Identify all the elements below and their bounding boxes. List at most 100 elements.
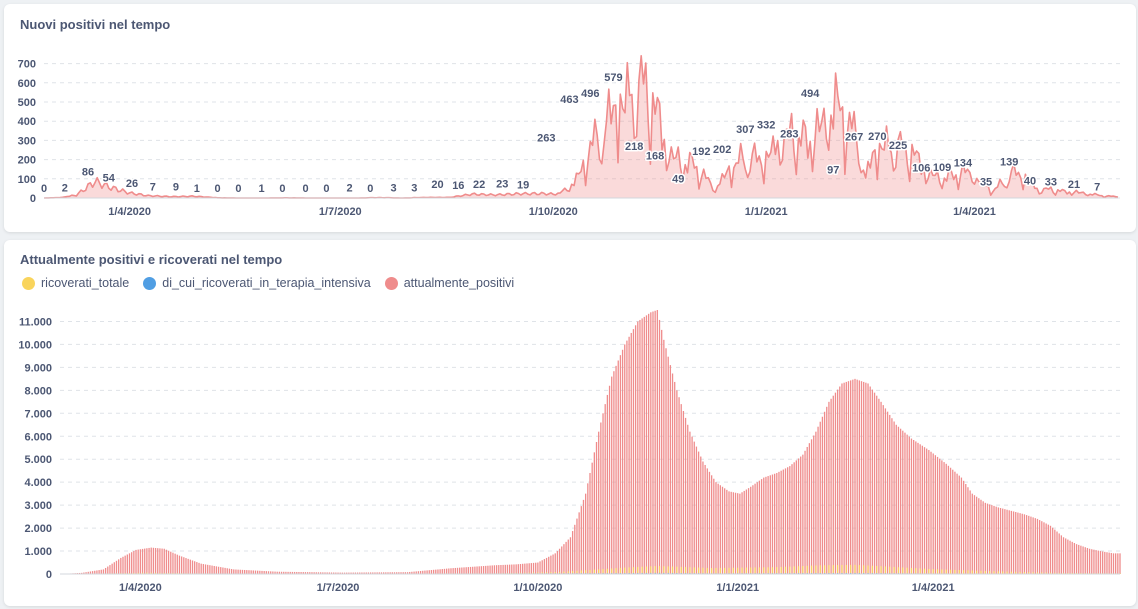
legend-item-terapia-intensiva[interactable]: di_cui_ricoverati_in_terapia_intensiva	[143, 276, 371, 290]
bar-attualmente-positivi	[528, 563, 530, 574]
chart-legend: ricoverati_totale di_cui_ricoverati_in_t…	[22, 276, 514, 290]
bar-ricoverati-totale	[832, 565, 834, 574]
bar-attualmente-positivi	[526, 563, 528, 574]
bar-attualmente-positivi	[661, 329, 663, 574]
bar-attualmente-positivi	[917, 442, 919, 574]
bar-attualmente-positivi	[513, 564, 515, 574]
bar-attualmente-positivi	[958, 475, 960, 574]
bar-ricoverati-totale	[580, 570, 582, 574]
bar-attualmente-positivi	[856, 379, 858, 574]
bar-attualmente-positivi	[613, 371, 615, 574]
bar-attualmente-positivi	[628, 336, 630, 574]
bar-attualmente-positivi	[563, 544, 565, 574]
bar-attualmente-positivi	[174, 553, 176, 574]
bar-attualmente-positivi	[522, 563, 524, 574]
bar-attualmente-positivi	[409, 571, 411, 574]
bar-attualmente-positivi	[915, 441, 917, 574]
bar-attualmente-positivi	[776, 472, 778, 574]
bar-attualmente-positivi	[413, 571, 415, 574]
bar-attualmente-positivi	[285, 571, 287, 574]
bar-ricoverati-totale	[545, 572, 548, 574]
bar-attualmente-positivi	[272, 571, 274, 574]
bar-attualmente-positivi	[1097, 550, 1099, 574]
legend-item-attualmente-positivi[interactable]: attualmente_positivi	[384, 276, 515, 290]
bar-ricoverati-totale	[606, 568, 609, 574]
bar-ricoverati-totale	[693, 567, 695, 574]
bar-ricoverati-totale	[893, 566, 895, 574]
bar-attualmente-positivi	[89, 571, 92, 574]
bar-ricoverati-totale	[823, 565, 826, 574]
y-tick-label: 0	[30, 193, 36, 205]
bar-attualmente-positivi	[118, 559, 120, 574]
bar-attualmente-positivi	[539, 561, 541, 574]
bar-attualmente-positivi	[500, 565, 502, 574]
bar-ricoverati-totale	[1041, 572, 1043, 574]
bar-attualmente-positivi	[489, 565, 491, 574]
bar-attualmente-positivi	[1110, 552, 1112, 574]
bar-attualmente-positivi	[211, 565, 213, 574]
bar-attualmente-positivi	[230, 569, 233, 574]
bar-ricoverati-totale	[667, 566, 669, 574]
bar-attualmente-positivi	[836, 389, 839, 574]
bar-attualmente-positivi	[902, 430, 904, 574]
bar-attualmente-positivi	[606, 394, 609, 574]
bar-ricoverati-totale	[802, 566, 804, 574]
bar-ricoverati-totale	[724, 567, 726, 574]
bar-attualmente-positivi	[498, 565, 500, 574]
bar-attualmente-positivi	[700, 456, 702, 574]
bar-attualmente-positivi	[841, 383, 843, 574]
bar-attualmente-positivi	[580, 506, 582, 574]
data-label: 0	[235, 183, 241, 195]
bar-ricoverati-totale	[745, 567, 748, 574]
bar-attualmente-positivi	[100, 569, 102, 574]
bar-ricoverati-totale	[1067, 572, 1069, 574]
bar-attualmente-positivi	[324, 572, 326, 574]
bar-attualmente-positivi	[945, 463, 947, 574]
bar-attualmente-positivi	[376, 572, 378, 574]
bar-attualmente-positivi	[589, 472, 591, 574]
data-label: 106	[912, 163, 930, 175]
bar-attualmente-positivi	[383, 572, 385, 574]
bar-attualmente-positivi	[865, 382, 867, 574]
bar-ricoverati-totale	[728, 567, 730, 574]
bar-attualmente-positivi	[454, 567, 456, 574]
bar-attualmente-positivi	[511, 564, 513, 574]
bar-attualmente-positivi	[947, 465, 950, 574]
bar-attualmente-positivi	[428, 570, 430, 574]
bar-attualmente-positivi	[361, 572, 363, 574]
data-label: 26	[126, 178, 138, 190]
bar-attualmente-positivi	[328, 572, 330, 574]
bar-attualmente-positivi	[424, 570, 426, 574]
bar-ricoverati-totale	[654, 566, 656, 574]
bar-attualmente-positivi	[467, 567, 470, 574]
y-tick-label: 1.000	[24, 546, 52, 558]
bar-attualmente-positivi	[309, 572, 311, 574]
bar-attualmente-positivi	[78, 572, 81, 574]
bar-attualmente-positivi	[150, 547, 152, 574]
bar-ricoverati-totale	[776, 567, 778, 574]
bar-attualmente-positivi	[535, 562, 537, 574]
bar-attualmente-positivi	[1056, 531, 1058, 574]
bar-ricoverati-totale	[602, 569, 604, 574]
bar-attualmente-positivi	[747, 488, 750, 574]
bar-terapia-intensiva	[663, 572, 665, 574]
bar-ricoverati-totale	[993, 571, 995, 574]
legend-item-ricoverati-totale[interactable]: ricoverati_totale	[22, 276, 129, 290]
bar-attualmente-positivi	[986, 503, 989, 574]
bar-attualmente-positivi	[326, 572, 328, 574]
bar-attualmente-positivi	[954, 471, 956, 574]
bar-terapia-intensiva	[658, 572, 661, 574]
legend-label: attualmente_positivi	[403, 276, 515, 290]
bar-attualmente-positivi	[296, 571, 298, 574]
bar-attualmente-positivi	[769, 475, 771, 574]
bar-ricoverati-totale	[928, 568, 930, 574]
bar-ricoverati-totale	[810, 565, 813, 574]
bar-ricoverati-totale	[876, 565, 878, 574]
bar-attualmente-positivi	[191, 560, 194, 574]
bar-ricoverati-totale	[1032, 572, 1034, 574]
bar-attualmente-positivi	[1058, 533, 1060, 574]
bar-attualmente-positivi	[335, 572, 337, 574]
bar-attualmente-positivi	[250, 570, 252, 574]
bar-ricoverati-totale	[1058, 572, 1060, 574]
